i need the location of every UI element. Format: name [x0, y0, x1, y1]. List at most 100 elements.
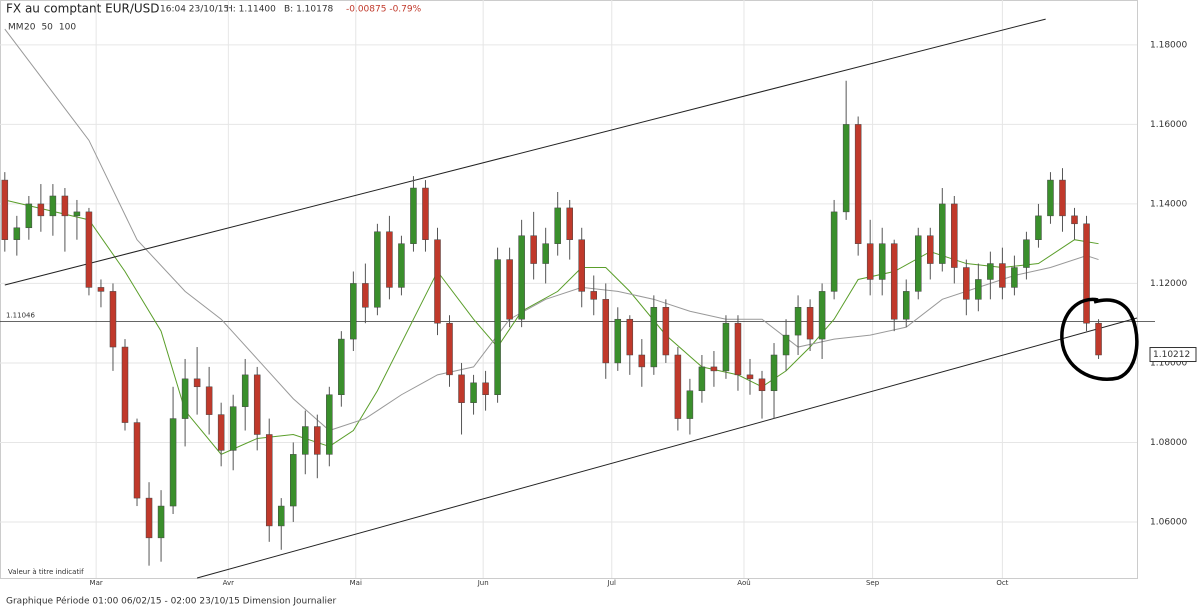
candle-body [830, 211, 838, 292]
candle-body [999, 263, 1006, 288]
legend-entry: 50 [41, 23, 53, 33]
candle-body [326, 394, 333, 455]
candle-body [782, 334, 790, 356]
header-high: H: 1.11400 [226, 5, 276, 15]
candle-body [638, 354, 646, 368]
candle-body [878, 243, 886, 280]
candle-body [314, 426, 321, 455]
footer: Graphique Période 01:00 06/02/15 - 02:00… [6, 596, 337, 607]
last-price-label: 1.10212 [1153, 350, 1190, 360]
candle-body [626, 318, 634, 356]
candle-body [1083, 223, 1090, 324]
candle-body [890, 243, 898, 320]
legend-entry: 20 [24, 23, 36, 33]
candle-body [458, 374, 465, 403]
candle-body [614, 318, 622, 364]
candle-body [914, 235, 922, 292]
candle-body [109, 291, 117, 348]
candle-body [530, 235, 537, 264]
x-tick-label: Oct [996, 579, 1008, 587]
candle-body [470, 382, 477, 403]
legend-title: MM [8, 23, 24, 33]
candle-body [842, 124, 850, 213]
candle-body [434, 239, 441, 324]
y-tick-label: 1.06000 [1150, 517, 1187, 527]
candle-body [13, 227, 21, 240]
candle-body [386, 231, 393, 288]
moving-average [4, 199, 1099, 455]
legend-entry: 100 [59, 23, 76, 33]
candle-body [193, 378, 201, 388]
hand-drawn-circle [1060, 297, 1139, 381]
x-tick-label: Mai [350, 579, 362, 587]
candle-body [1071, 215, 1078, 225]
candle-body [578, 239, 585, 292]
candle-body [446, 322, 453, 376]
header-low: B: 1.10178 [284, 5, 334, 15]
x-tick-label: Sep [866, 579, 880, 587]
x-tick-label: Jun [477, 579, 489, 587]
y-tick-label: 1.12000 [1150, 279, 1187, 289]
candle-body [734, 322, 742, 376]
candle-body [902, 291, 910, 320]
candle-body [566, 207, 573, 240]
chart-title: FX au comptant EUR/USD [6, 2, 160, 16]
candle-body [722, 322, 730, 372]
candle-body [951, 203, 958, 268]
candle-body [506, 259, 513, 320]
candle-body [181, 378, 189, 419]
candle-body [217, 414, 225, 451]
candle-body [157, 505, 165, 539]
y-tick-label: 1.08000 [1150, 438, 1187, 448]
candle-body [253, 374, 261, 435]
candle-body [49, 195, 57, 217]
candle-body [410, 187, 417, 244]
candle-body [1095, 322, 1102, 356]
candle-body [746, 374, 754, 380]
candle-body [482, 382, 489, 395]
candle-body [818, 291, 826, 340]
candle-body [422, 187, 429, 240]
candle-body [350, 283, 357, 340]
candle-body [698, 366, 706, 392]
plot-frame [0, 0, 1138, 579]
candle-body [542, 243, 549, 264]
candle-body [277, 505, 285, 527]
x-tick-label: Mar [90, 579, 103, 587]
x-tick-label: Aoû [737, 579, 750, 587]
candle-body [1023, 239, 1030, 268]
candle-body [963, 267, 970, 300]
y-tick-label: 1.14000 [1150, 199, 1187, 209]
candle-body [121, 346, 129, 423]
candle-body [1, 179, 9, 240]
note: Valeur à titre indicatif [8, 568, 84, 576]
candle-body [85, 211, 93, 288]
candle-body [602, 299, 610, 364]
candle-body [662, 307, 670, 356]
candle-body [939, 203, 946, 264]
candle-body [1059, 179, 1066, 217]
candle-body [302, 426, 309, 455]
candle-body [61, 195, 69, 217]
header-change: -0.00875 -0.79% [346, 5, 422, 15]
x-tick-label: Avr [223, 579, 235, 587]
candle-body [674, 354, 682, 419]
candle-body [338, 338, 345, 395]
candle-body [518, 235, 525, 320]
candle-body [770, 354, 778, 392]
candle-body [229, 406, 237, 451]
candle-body [73, 211, 81, 217]
trendline [196, 317, 1138, 579]
candle-body [37, 203, 45, 217]
candle-body [710, 366, 718, 372]
candle-body [686, 390, 694, 419]
candle-body [241, 374, 249, 407]
candle-body [1011, 267, 1018, 288]
last-price-box [1149, 347, 1197, 363]
candle-body [794, 307, 802, 336]
y-tick-label: 1.10000 [1150, 358, 1187, 368]
candle-body [987, 263, 994, 280]
moving-average [4, 28, 1099, 432]
candle-body [554, 207, 561, 244]
candle-body [374, 231, 381, 308]
